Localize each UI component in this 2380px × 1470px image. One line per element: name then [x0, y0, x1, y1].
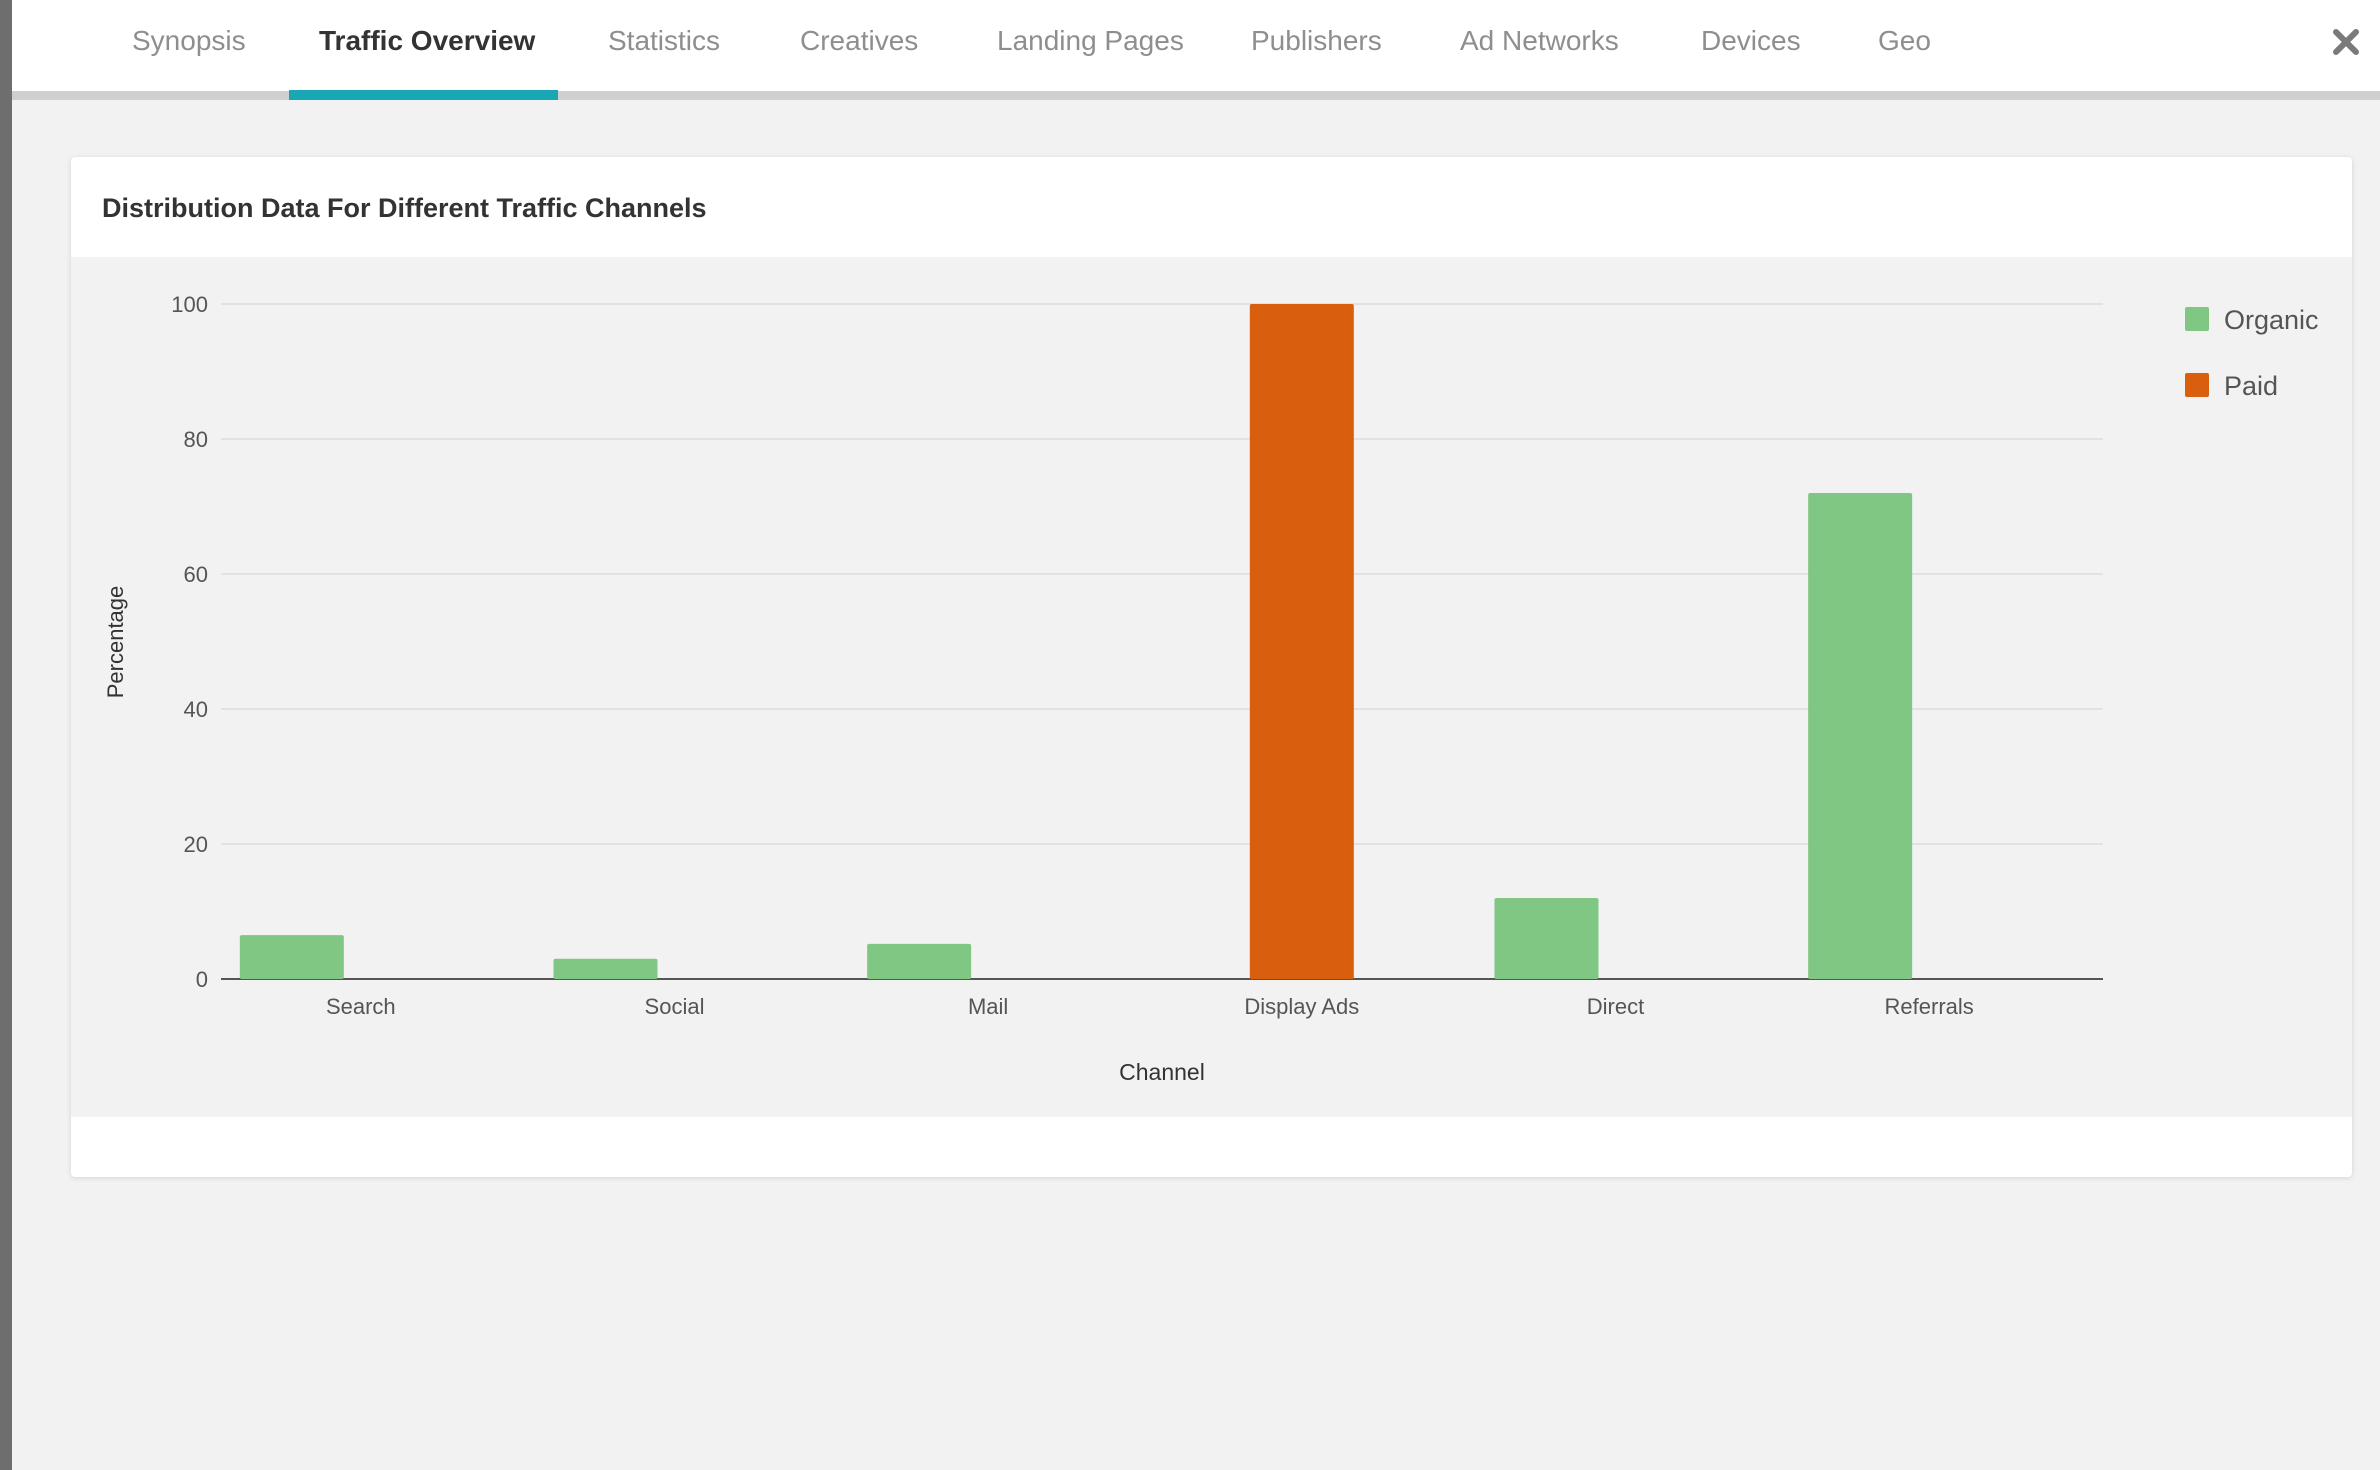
bar-organic-search [239, 935, 344, 979]
tab-bar-divider [12, 91, 2380, 100]
close-icon[interactable] [2326, 22, 2366, 62]
y-tick-label: 80 [184, 427, 208, 452]
window-left-edge [0, 0, 12, 1470]
x-tick-label: Referrals [1885, 994, 1974, 1019]
y-tick-label: 60 [184, 562, 208, 587]
card-header: Distribution Data For Different Traffic … [71, 157, 2352, 257]
y-tick-label: 40 [184, 697, 208, 722]
tab-statistics[interactable]: Statistics [608, 25, 721, 56]
tab-devices[interactable]: Devices [1701, 25, 1801, 56]
tab-publishers[interactable]: Publishers [1251, 25, 1382, 56]
y-axis-label: Percentage [103, 586, 128, 699]
legend-label-paid: Paid [2224, 371, 2278, 401]
chart-area: 0 20 40 60 80 100 Percentage Channel Search Socia… [71, 257, 2352, 1117]
legend-swatch-organic [2185, 307, 2209, 331]
legend-swatch-paid [2185, 373, 2209, 397]
x-tick-label: Direct [1587, 994, 1644, 1019]
x-tick-label: Display Ads [1244, 994, 1359, 1019]
traffic-channels-card: Distribution Data For Different Traffic … [71, 157, 2352, 1177]
bar-paid-display-ads [1249, 304, 1354, 979]
tab-traffic-overview[interactable]: Traffic Overview [319, 25, 536, 56]
tab-landing-pages[interactable]: Landing Pages [997, 25, 1184, 56]
bar-organic-direct [1494, 898, 1599, 979]
card-title: Distribution Data For Different Traffic … [102, 193, 707, 223]
bar-organic-social [553, 958, 658, 979]
y-tick-label: 100 [171, 292, 208, 317]
x-axis-label: Channel [1119, 1059, 1205, 1085]
bar-chart: 0 20 40 60 80 100 Percentage Channel Search Socia… [103, 292, 2319, 1085]
y-tick-label: 20 [184, 832, 208, 857]
y-tick-label: 0 [196, 967, 208, 992]
active-tab-indicator [289, 90, 558, 100]
tab-ad-networks[interactable]: Ad Networks [1460, 25, 1619, 56]
x-tick-label: Social [645, 994, 705, 1019]
bar-organic-referrals [1808, 493, 1913, 979]
x-tick-label: Mail [968, 994, 1008, 1019]
tab-bar: Synopsis Traffic Overview Statistics Cre… [12, 0, 2380, 91]
bar-organic-mail [867, 943, 972, 979]
tab-geo[interactable]: Geo [1878, 25, 1931, 56]
tab-creatives[interactable]: Creatives [800, 25, 919, 56]
tab-synopsis[interactable]: Synopsis [132, 25, 246, 56]
x-tick-label: Search [326, 994, 396, 1019]
legend-label-organic: Organic [2224, 305, 2319, 335]
